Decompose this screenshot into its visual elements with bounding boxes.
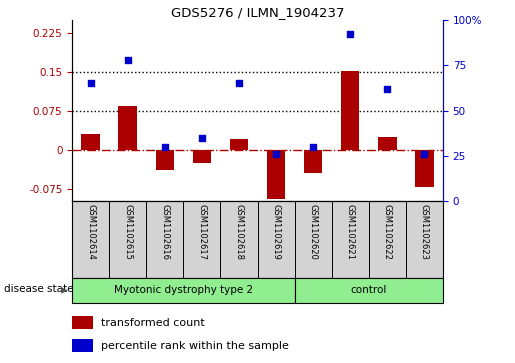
Point — [87, 81, 95, 86]
Text: GSM1102615: GSM1102615 — [123, 204, 132, 260]
Bar — [378, 136, 397, 150]
Bar — [118, 106, 137, 150]
Point — [235, 81, 243, 86]
Text: GSM1102623: GSM1102623 — [420, 204, 429, 260]
Bar — [341, 71, 359, 150]
Text: transformed count: transformed count — [101, 318, 204, 328]
Text: percentile rank within the sample: percentile rank within the sample — [101, 340, 289, 351]
Point — [198, 135, 206, 141]
Point — [309, 144, 317, 150]
Text: Myotonic dystrophy type 2: Myotonic dystrophy type 2 — [114, 285, 253, 295]
Text: GSM1102619: GSM1102619 — [271, 204, 281, 260]
Bar — [72, 339, 93, 352]
Bar — [193, 150, 211, 163]
Title: GDS5276 / ILMN_1904237: GDS5276 / ILMN_1904237 — [171, 6, 344, 19]
Point — [420, 151, 428, 157]
Text: GSM1102618: GSM1102618 — [234, 204, 244, 260]
Bar — [415, 150, 434, 187]
Bar — [81, 134, 100, 150]
Point — [124, 57, 132, 63]
Bar — [230, 139, 248, 150]
Text: GSM1102617: GSM1102617 — [197, 204, 207, 260]
Bar — [267, 150, 285, 199]
Point — [272, 151, 280, 157]
Point — [161, 144, 169, 150]
Bar — [295, 278, 443, 303]
Text: GSM1102616: GSM1102616 — [160, 204, 169, 260]
Point — [346, 32, 354, 37]
Bar — [72, 316, 93, 329]
Text: GSM1102620: GSM1102620 — [308, 204, 318, 260]
Text: disease state: disease state — [4, 284, 73, 294]
Bar — [304, 150, 322, 173]
Text: GSM1102621: GSM1102621 — [346, 204, 355, 260]
Point — [383, 86, 391, 92]
Bar — [72, 278, 295, 303]
Text: control: control — [351, 285, 387, 295]
Text: GSM1102614: GSM1102614 — [86, 204, 95, 260]
Text: GSM1102622: GSM1102622 — [383, 204, 392, 260]
Bar — [156, 150, 174, 170]
